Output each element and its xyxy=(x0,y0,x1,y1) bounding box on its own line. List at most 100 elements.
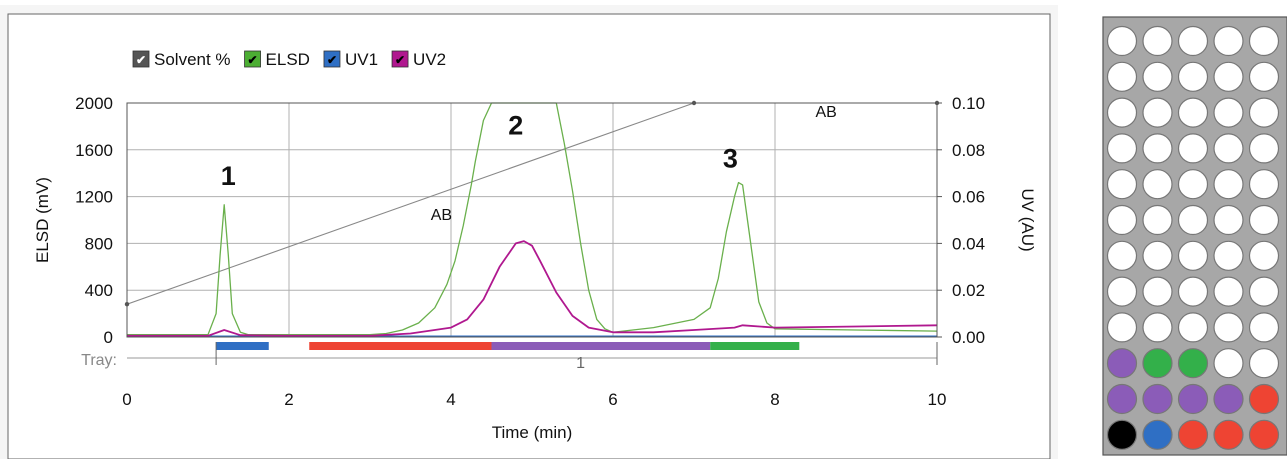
legend-label-0: Solvent % xyxy=(154,50,231,69)
legend-label-3: UV2 xyxy=(413,50,446,69)
y2-tick-label: 0.00 xyxy=(952,328,985,347)
y2-axis-title: UV (AU) xyxy=(1018,188,1037,251)
legend-check-icon: ✔ xyxy=(395,53,405,67)
x-tick-label: 4 xyxy=(446,390,455,409)
rack-well xyxy=(1248,204,1280,236)
chart-axes: 0 400 800 1200 1600 2000 0.00 0.02 0.04 0.06 0.08 0… xyxy=(33,94,1037,442)
x-axis-title: Time (min) xyxy=(492,423,573,442)
rack-well xyxy=(1106,169,1138,200)
rack-well xyxy=(1142,312,1173,343)
rack-well xyxy=(1248,348,1280,379)
legend-check-icon: ✔ xyxy=(136,53,146,67)
y-tick-label: 0 xyxy=(104,328,113,347)
rack-well xyxy=(1142,204,1173,236)
rack-well xyxy=(1106,204,1138,236)
rack-well xyxy=(1213,383,1244,415)
legend-swatch-0 xyxy=(132,50,150,68)
rack-well xyxy=(1177,348,1209,379)
rack-well xyxy=(1213,25,1244,57)
ab-annotation: AB xyxy=(431,207,452,224)
y2-tick-label: 0.10 xyxy=(952,94,985,113)
rack-well xyxy=(1142,169,1173,200)
rack-well xyxy=(1106,312,1138,343)
rack-well xyxy=(1213,169,1244,200)
peak-label: 2 xyxy=(508,111,523,141)
rack-well xyxy=(1248,276,1280,307)
y2-tick-label: 0.08 xyxy=(952,141,985,160)
chart-frame xyxy=(7,13,1051,460)
rack-well xyxy=(1177,61,1209,92)
x-tick-label: 2 xyxy=(284,390,293,409)
tray-label: Tray: xyxy=(81,352,117,369)
legend-check-icon: ✔ xyxy=(327,53,337,67)
rack-well xyxy=(1213,276,1244,307)
rack-well xyxy=(1177,97,1209,128)
y-tick-label: 1600 xyxy=(75,141,113,160)
tray-fraction-segment-1 xyxy=(309,342,492,350)
rack-well xyxy=(1213,61,1244,92)
x-tick-label: 8 xyxy=(770,390,779,409)
rack-well xyxy=(1177,25,1209,57)
rack-well xyxy=(1177,169,1209,200)
fraction-tray-rack xyxy=(1102,16,1287,456)
chart-legend: ✔ Solvent % ✔ ELSD ✔ UV1 ✔ UV2 xyxy=(132,50,446,69)
rack-well xyxy=(1213,204,1244,236)
rack-well xyxy=(1142,240,1173,271)
series-line-3 xyxy=(127,240,938,337)
rack-well xyxy=(1177,312,1209,343)
chromatogram-chart: ✔ Solvent % ✔ ELSD ✔ UV1 ✔ UV2 1 2 3 AB AB 0 400 800 1… xyxy=(7,13,1051,460)
rack-well xyxy=(1248,61,1280,92)
tray-fraction-segment-3 xyxy=(710,342,800,350)
rack-well xyxy=(1106,240,1138,271)
rack-well xyxy=(1248,419,1280,450)
rack-well xyxy=(1248,312,1280,343)
legend-swatch-3 xyxy=(391,50,409,68)
ab-annotation: AB xyxy=(816,104,837,121)
rack-well xyxy=(1177,133,1209,164)
rack-well xyxy=(1177,383,1209,415)
x-tick-label: 6 xyxy=(608,390,617,409)
peak-label: 1 xyxy=(221,161,236,191)
rack-well xyxy=(1213,348,1244,379)
y-tick-label: 1200 xyxy=(75,188,113,207)
legend-check-icon: ✔ xyxy=(248,53,258,67)
rack-well xyxy=(1213,133,1244,164)
rack-well xyxy=(1248,169,1280,200)
rack-well xyxy=(1177,419,1209,450)
rack-well xyxy=(1106,348,1138,379)
rack-well xyxy=(1177,204,1209,236)
legend-label-1: ELSD xyxy=(266,50,310,69)
rack-well xyxy=(1248,25,1280,57)
y-axis-title: ELSD (mV) xyxy=(33,177,52,263)
rack-well xyxy=(1142,61,1173,92)
rack-well xyxy=(1177,276,1209,307)
rack-well xyxy=(1142,419,1173,450)
rack-well xyxy=(1142,25,1173,57)
plot-area-border xyxy=(126,102,938,338)
rack-well xyxy=(1106,61,1138,92)
legend-label-2: UV1 xyxy=(345,50,378,69)
rack-well xyxy=(1142,97,1173,128)
rack-well xyxy=(1106,383,1138,415)
tray-strip: Tray: 1 xyxy=(81,342,938,372)
rack-well xyxy=(1177,240,1209,271)
rack-well xyxy=(1106,133,1138,164)
rack-well xyxy=(1248,97,1280,128)
y2-tick-label: 0.04 xyxy=(952,234,985,253)
peak-label: 3 xyxy=(723,143,738,173)
rack-well xyxy=(1213,419,1244,450)
legend-swatch-2 xyxy=(323,50,341,68)
rack-well xyxy=(1142,348,1173,379)
chart-annotations: 1 2 3 AB AB xyxy=(221,104,837,224)
rack-well xyxy=(1106,419,1138,450)
y-tick-label: 800 xyxy=(85,234,113,253)
rack-well xyxy=(1142,133,1173,164)
rack-well xyxy=(1106,97,1138,128)
rack-well xyxy=(1248,383,1280,415)
rack-well xyxy=(1213,97,1244,128)
rack-well xyxy=(1142,383,1173,415)
tray-fraction-segment-2 xyxy=(491,342,711,350)
fraction-tray-panel xyxy=(1098,14,1287,462)
chromatogram-panel: ✔ Solvent % ✔ ELSD ✔ UV1 ✔ UV2 1 2 3 AB AB 0 400 800 1… xyxy=(7,13,1051,460)
rack-well xyxy=(1106,25,1138,57)
